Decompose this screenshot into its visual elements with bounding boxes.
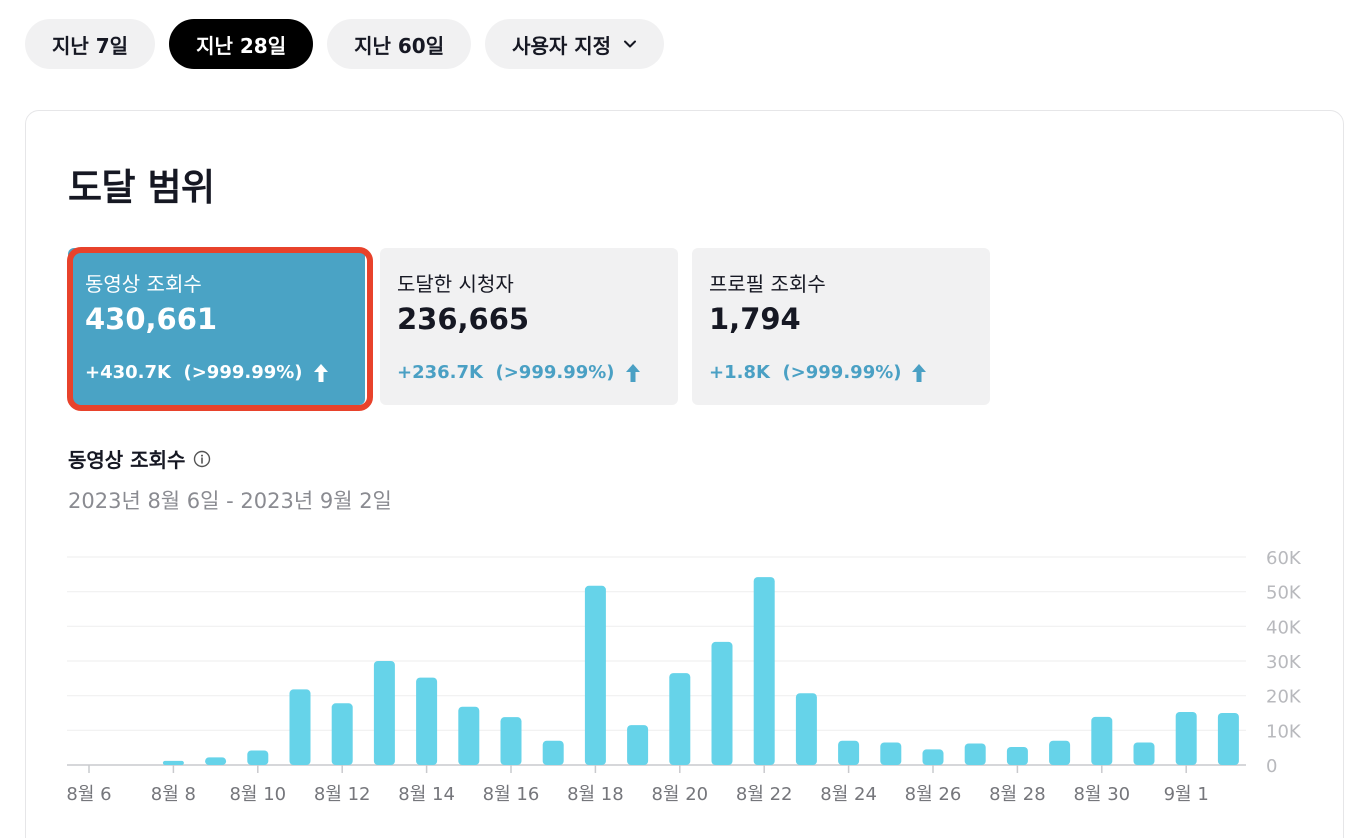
- chart-bar[interactable]: [1175, 711, 1197, 765]
- metric-value: 1,794: [709, 302, 801, 336]
- x-tick-label: 9월 1: [1164, 784, 1209, 805]
- chart-bar[interactable]: [542, 740, 564, 765]
- range-label: 지난 7일: [52, 33, 129, 58]
- card-title: 도달 범위: [68, 166, 215, 209]
- chart-bar[interactable]: [373, 661, 395, 765]
- x-tick-label: 8월 6: [66, 784, 111, 805]
- chart-bar[interactable]: [416, 677, 438, 765]
- metric-delta: +430.7K (>999.99%): [85, 362, 329, 383]
- date-range-selector: 지난 7일 지난 28일 지난 60일 사용자 지정: [25, 19, 665, 69]
- metric-label: 프로필 조회수: [709, 272, 826, 296]
- chart-bar[interactable]: [711, 641, 733, 765]
- metric-video-views[interactable]: 동영상 조회수 430,661 +430.7K (>999.99%): [68, 248, 365, 405]
- chart-bar[interactable]: [1091, 716, 1113, 765]
- x-tick-label: 8월 14: [398, 784, 455, 805]
- arrow-up-icon: [625, 363, 640, 382]
- x-tick-label: 8월 8: [151, 784, 196, 805]
- chart-title-text: 동영상 조회수: [68, 448, 186, 472]
- chart-bar[interactable]: [669, 673, 691, 765]
- metric-label: 도달한 시청자: [397, 272, 514, 296]
- x-tick-label: 8월 16: [483, 784, 540, 805]
- x-tick-label: 8월 24: [820, 784, 877, 805]
- metric-reached-viewers[interactable]: 도달한 시청자 236,665 +236.7K (>999.99%): [380, 248, 678, 405]
- arrow-up-icon: [313, 363, 328, 382]
- x-tick-label: 8월 30: [1073, 784, 1130, 805]
- chart-bar[interactable]: [458, 706, 480, 765]
- info-icon[interactable]: [193, 450, 211, 468]
- range-custom-dropdown[interactable]: 사용자 지정: [485, 19, 665, 69]
- chart-bar[interactable]: [500, 717, 522, 765]
- chart-bar[interactable]: [289, 689, 311, 765]
- y-tick-label: 50K: [1266, 583, 1302, 604]
- range-label: 지난 60일: [354, 33, 445, 58]
- range-label: 지난 28일: [196, 33, 287, 58]
- x-tick-label: 8월 18: [567, 784, 624, 805]
- x-tick-label: 8월 12: [314, 784, 371, 805]
- chart-bar[interactable]: [1133, 742, 1155, 765]
- chart-bar[interactable]: [964, 743, 986, 765]
- chart-bar[interactable]: [795, 693, 817, 765]
- date-range-text: 2023년 8월 6일 - 2023년 9월 2일: [68, 489, 392, 513]
- metric-value: 236,665: [397, 302, 530, 336]
- chart-bar[interactable]: [880, 742, 902, 765]
- metric-delta-text: +1.8K (>999.99%): [709, 362, 902, 383]
- x-tick-label: 8월 26: [905, 784, 962, 805]
- chart-bar[interactable]: [1217, 713, 1239, 765]
- chart-bar[interactable]: [162, 760, 184, 765]
- chart-bar[interactable]: [1006, 746, 1028, 765]
- y-tick-label: 30K: [1266, 652, 1302, 673]
- x-tick-label: 8월 10: [229, 784, 286, 805]
- chart-bar[interactable]: [838, 740, 860, 765]
- range-60-days-button[interactable]: 지난 60일: [327, 19, 472, 69]
- range-label: 사용자 지정: [512, 33, 612, 58]
- metric-label: 동영상 조회수: [85, 272, 202, 296]
- y-tick-label: 10K: [1266, 721, 1302, 742]
- metric-delta-text: +430.7K (>999.99%): [85, 362, 303, 383]
- chevron-down-icon: [624, 40, 637, 48]
- chart-bar[interactable]: [627, 725, 649, 765]
- y-tick-label: 0: [1266, 756, 1277, 777]
- y-tick-label: 20K: [1266, 687, 1302, 708]
- x-tick-label: 8월 28: [989, 784, 1046, 805]
- y-tick-label: 60K: [1266, 548, 1302, 569]
- metric-delta-text: +236.7K (>999.99%): [397, 362, 615, 383]
- chart-bar[interactable]: [922, 749, 944, 765]
- metric-value: 430,661: [85, 302, 218, 336]
- x-tick-label: 8월 22: [736, 784, 793, 805]
- chart-bar[interactable]: [247, 750, 269, 765]
- metric-delta: +1.8K (>999.99%): [709, 362, 927, 383]
- range-7-days-button[interactable]: 지난 7일: [25, 19, 156, 69]
- chart-bar[interactable]: [205, 757, 227, 765]
- metric-profile-views[interactable]: 프로필 조회수 1,794 +1.8K (>999.99%): [692, 248, 990, 405]
- chart-title: 동영상 조회수: [68, 444, 211, 473]
- chart-bar[interactable]: [331, 703, 353, 765]
- chart-bar[interactable]: [1049, 740, 1071, 765]
- y-tick-label: 40K: [1266, 617, 1302, 638]
- range-28-days-button[interactable]: 지난 28일: [169, 19, 314, 69]
- x-tick-label: 8월 20: [651, 784, 708, 805]
- metric-delta: +236.7K (>999.99%): [397, 362, 641, 383]
- arrow-up-icon: [912, 363, 927, 382]
- chart-bar[interactable]: [584, 585, 606, 765]
- chart-bar[interactable]: [753, 577, 775, 765]
